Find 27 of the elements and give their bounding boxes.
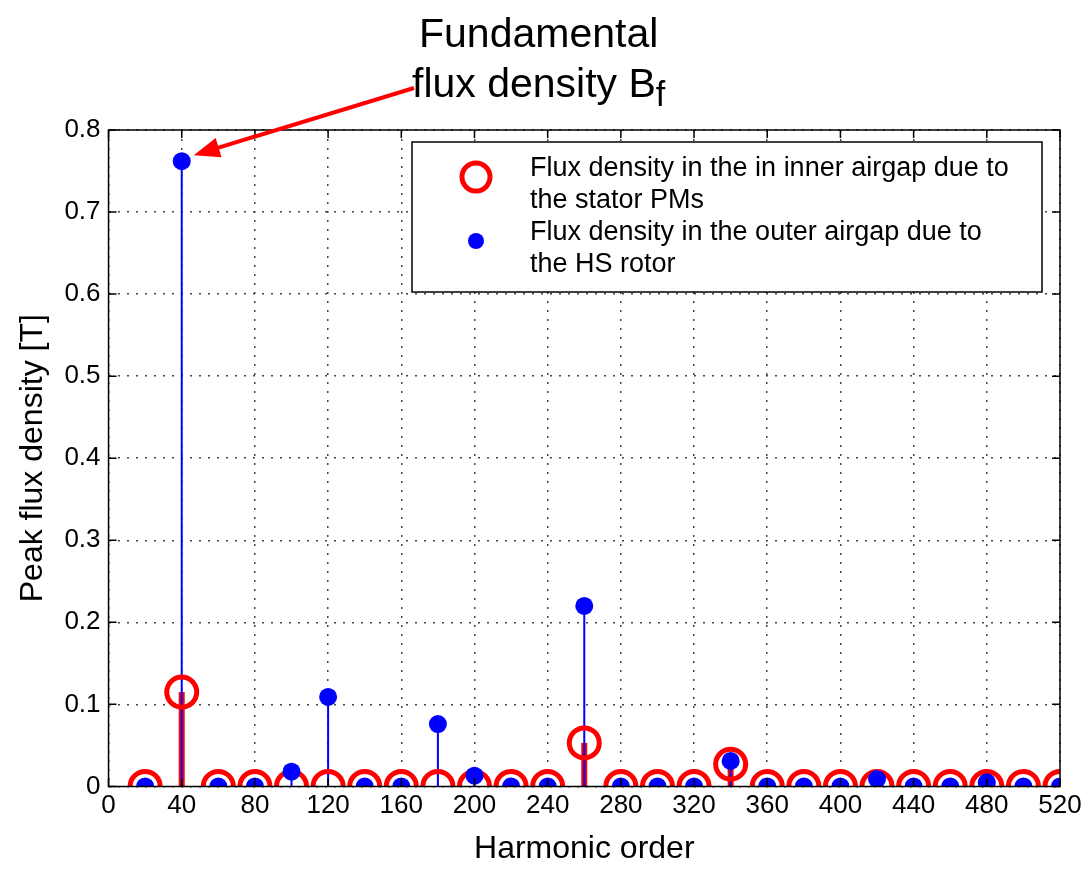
- x-tick-label: 520: [1038, 789, 1082, 820]
- x-tick-label: 440: [891, 789, 936, 820]
- y-tick-label: 0.2: [64, 605, 101, 636]
- y-tick-label: 0: [86, 769, 101, 800]
- x-tick-label: 200: [452, 789, 497, 820]
- x-tick-label: 360: [745, 789, 789, 820]
- y-tick-label: 0.1: [64, 687, 101, 718]
- legend-label: Flux density in the outer airgap due to the HS rotor: [530, 216, 982, 279]
- legend-label: Flux density in the in inner airgap due to the stator PMs: [530, 152, 1009, 215]
- x-tick-label: 320: [672, 789, 716, 820]
- y-tick-label: 0.4: [64, 441, 101, 472]
- y-tick-label: 0.6: [64, 277, 101, 308]
- text: Fundamental flux density B$_{f}$: [412, 9, 666, 116]
- y-tick-label: 0.3: [64, 523, 101, 554]
- y-axis-title: Peak flux density [T]: [13, 314, 50, 603]
- x-tick-label: 80: [240, 789, 270, 820]
- y-tick-label: 0.8: [64, 113, 101, 144]
- x-tick-label: 160: [379, 789, 423, 820]
- x-tick-label: 120: [306, 789, 350, 820]
- x-tick-label: 400: [818, 789, 863, 820]
- x-tick-label: 280: [599, 789, 643, 820]
- y-tick-label: 0.7: [64, 195, 101, 226]
- x-tick-label: 240: [525, 789, 570, 820]
- x-axis-title: Harmonic order: [474, 828, 695, 865]
- x-tick-label: 40: [167, 789, 197, 820]
- x-tick-label: 480: [965, 789, 1009, 820]
- y-tick-label: 0.5: [64, 359, 101, 390]
